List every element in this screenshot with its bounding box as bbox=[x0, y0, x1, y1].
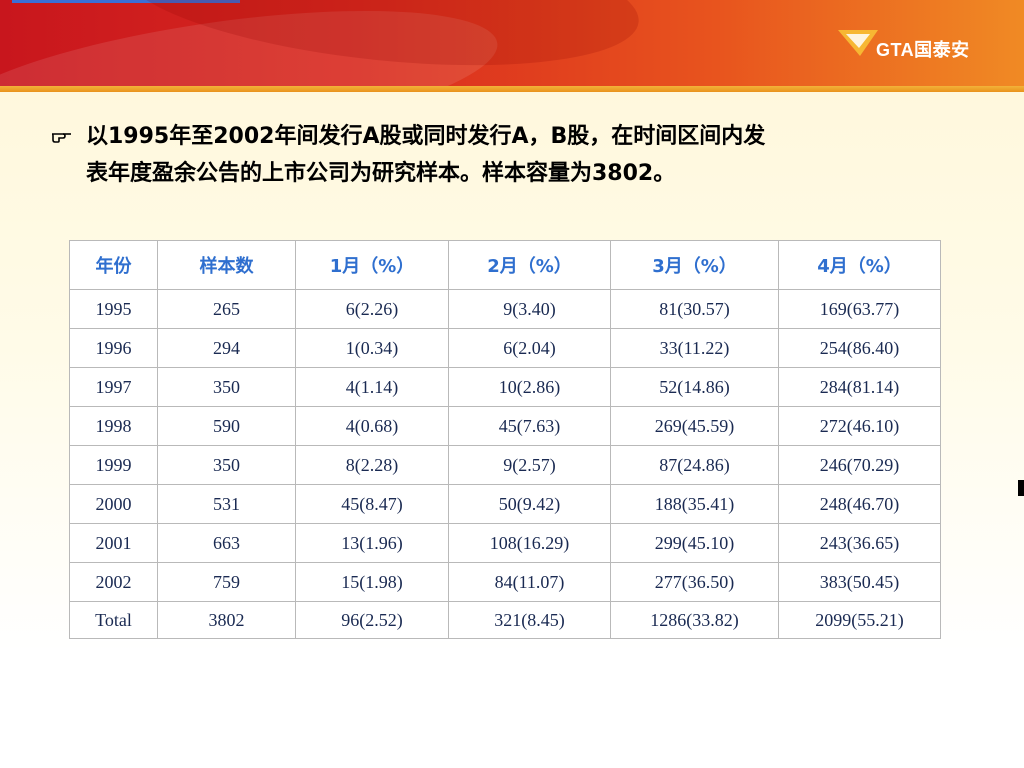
cell-jan: 4(0.68) bbox=[295, 406, 449, 446]
cell-feb: 108(16.29) bbox=[448, 523, 611, 563]
cell-year: 2000 bbox=[69, 484, 158, 524]
cell-year: Total bbox=[69, 601, 158, 639]
table-row: 2001 663 13(1.96) 108(16.29) 299(45.10) 243(3… bbox=[69, 523, 941, 563]
cell-year: 2002 bbox=[69, 562, 158, 602]
cell-sample-count: 265 bbox=[157, 289, 296, 329]
cell-feb: 6(2.04) bbox=[448, 328, 611, 368]
cell-jan: 45(8.47) bbox=[295, 484, 449, 524]
edge-marker bbox=[1018, 480, 1024, 496]
gta-logo-mark-icon bbox=[838, 30, 878, 56]
column-header-jan: 1月（%） bbox=[295, 240, 449, 290]
cell-apr: 2099(55.21) bbox=[778, 601, 941, 639]
cell-sample-count: 663 bbox=[157, 523, 296, 563]
cell-apr: 383(50.45) bbox=[778, 562, 941, 602]
cell-mar: 188(35.41) bbox=[610, 484, 779, 524]
description-text: 以1995年至2002年间发行A股或同时发行A，B股，在时间区间内发 表年度盈余… bbox=[86, 118, 930, 192]
cell-apr: 254(86.40) bbox=[778, 328, 941, 368]
description-line-2: 表年度盈余公告的上市公司为研究样本。样本容量为3802。 bbox=[86, 161, 676, 186]
cell-feb: 84(11.07) bbox=[448, 562, 611, 602]
column-header-sample-count: 样本数 bbox=[157, 240, 296, 290]
table-body: 1995 265 6(2.26) 9(3.40) 81(30.57) 169(63.77)… bbox=[69, 289, 941, 639]
cell-feb: 10(2.86) bbox=[448, 367, 611, 407]
table-row: 2002 759 15(1.98) 84(11.07) 277(36.50) 383(50… bbox=[69, 562, 941, 602]
cell-mar: 81(30.57) bbox=[610, 289, 779, 329]
cell-jan: 4(1.14) bbox=[295, 367, 449, 407]
cell-sample-count: 350 bbox=[157, 367, 296, 407]
sample-table: 年份 样本数 1月（%） 2月（%） 3月（%） 4月（%） 1995 265 6(… bbox=[69, 240, 941, 639]
cell-feb: 321(8.45) bbox=[448, 601, 611, 639]
header-divider bbox=[0, 86, 1024, 92]
table-row: 1998 590 4(0.68) 45(7.63) 269(45.59) 272(46.1… bbox=[69, 406, 941, 446]
cell-mar: 87(24.86) bbox=[610, 445, 779, 485]
cell-year: 1996 bbox=[69, 328, 158, 368]
banner-accent-line bbox=[12, 0, 240, 3]
description-paragraph: 以1995年至2002年间发行A股或同时发行A，B股，在时间区间内发 表年度盈余… bbox=[50, 118, 930, 192]
cell-sample-count: 759 bbox=[157, 562, 296, 602]
cell-apr: 272(46.10) bbox=[778, 406, 941, 446]
cell-apr: 246(70.29) bbox=[778, 445, 941, 485]
cell-sample-count: 531 bbox=[157, 484, 296, 524]
table-row: 2000 531 45(8.47) 50(9.42) 188(35.41) 248(46.… bbox=[69, 484, 941, 524]
cell-apr: 243(36.65) bbox=[778, 523, 941, 563]
cell-mar: 33(11.22) bbox=[610, 328, 779, 368]
cell-jan: 13(1.96) bbox=[295, 523, 449, 563]
cell-mar: 1286(33.82) bbox=[610, 601, 779, 639]
cell-apr: 169(63.77) bbox=[778, 289, 941, 329]
column-header-year: 年份 bbox=[69, 240, 158, 290]
cell-jan: 1(0.34) bbox=[295, 328, 449, 368]
description-line-1: 以1995年至2002年间发行A股或同时发行A，B股，在时间区间内发 bbox=[86, 124, 766, 149]
gta-logo: GTA国泰安 bbox=[836, 24, 996, 64]
table-row: 1997 350 4(1.14) 10(2.86) 52(14.86) 284(81.14… bbox=[69, 367, 941, 407]
column-header-feb: 2月（%） bbox=[448, 240, 611, 290]
cell-sample-count: 350 bbox=[157, 445, 296, 485]
cell-mar: 277(36.50) bbox=[610, 562, 779, 602]
header-banner: GTA国泰安 bbox=[0, 0, 1024, 86]
cell-jan: 96(2.52) bbox=[295, 601, 449, 639]
table-row: 1999 350 8(2.28) 9(2.57) 87(24.86) 246(70.29) bbox=[69, 445, 941, 485]
cell-year: 1999 bbox=[69, 445, 158, 485]
cell-jan: 15(1.98) bbox=[295, 562, 449, 602]
cell-year: 1998 bbox=[69, 406, 158, 446]
cell-feb: 45(7.63) bbox=[448, 406, 611, 446]
cell-sample-count: 3802 bbox=[157, 601, 296, 639]
sample-table-container: 年份 样本数 1月（%） 2月（%） 3月（%） 4月（%） 1995 265 6(… bbox=[69, 240, 941, 641]
cell-feb: 9(3.40) bbox=[448, 289, 611, 329]
pointing-hand-icon bbox=[51, 133, 71, 143]
table-header-row: 年份 样本数 1月（%） 2月（%） 3月（%） 4月（%） bbox=[69, 240, 941, 290]
cell-feb: 9(2.57) bbox=[448, 445, 611, 485]
cell-year: 1995 bbox=[69, 289, 158, 329]
cell-apr: 248(46.70) bbox=[778, 484, 941, 524]
cell-year: 2001 bbox=[69, 523, 158, 563]
cell-jan: 8(2.28) bbox=[295, 445, 449, 485]
table-row: Total 3802 96(2.52) 321(8.45) 1286(33.82) 209… bbox=[69, 601, 941, 639]
logo-text: GTA国泰安 bbox=[876, 40, 970, 60]
cell-apr: 284(81.14) bbox=[778, 367, 941, 407]
cell-feb: 50(9.42) bbox=[448, 484, 611, 524]
cell-mar: 52(14.86) bbox=[610, 367, 779, 407]
cell-mar: 299(45.10) bbox=[610, 523, 779, 563]
table-row: 1996 294 1(0.34) 6(2.04) 33(11.22) 254(86.40) bbox=[69, 328, 941, 368]
cell-sample-count: 590 bbox=[157, 406, 296, 446]
cell-year: 1997 bbox=[69, 367, 158, 407]
cell-mar: 269(45.59) bbox=[610, 406, 779, 446]
cell-sample-count: 294 bbox=[157, 328, 296, 368]
cell-jan: 6(2.26) bbox=[295, 289, 449, 329]
column-header-apr: 4月（%） bbox=[778, 240, 941, 290]
column-header-mar: 3月（%） bbox=[610, 240, 779, 290]
table-row: 1995 265 6(2.26) 9(3.40) 81(30.57) 169(63.77) bbox=[69, 289, 941, 329]
